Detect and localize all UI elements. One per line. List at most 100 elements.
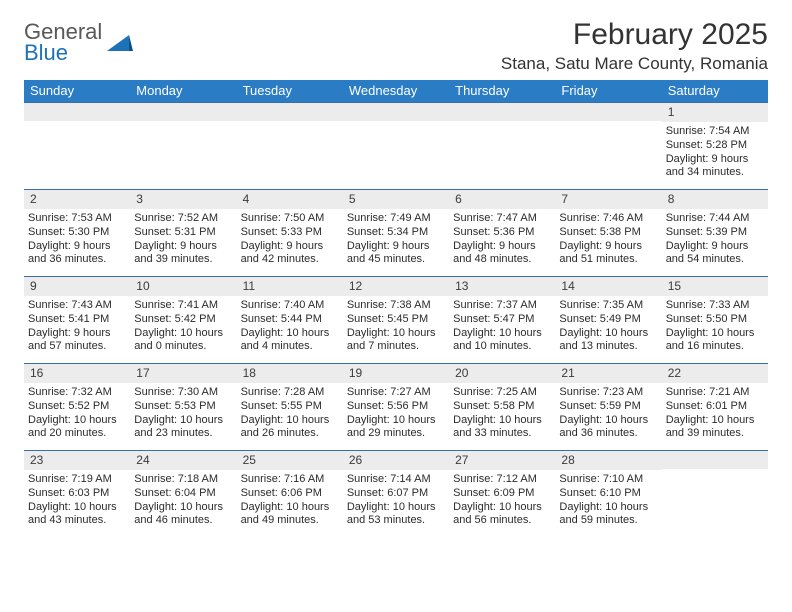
day-cell: 23 Sunrise: 7:19 AMSunset: 6:03 PMDayligh… <box>24 451 130 537</box>
daylight-text: Daylight: 10 hours and 49 minutes. <box>241 501 339 529</box>
daylight-text: Daylight: 10 hours and 56 minutes. <box>453 501 551 529</box>
sunset-text: Sunset: 6:03 PM <box>28 487 126 501</box>
sunrise-text: Sunrise: 7:52 AM <box>134 212 232 226</box>
brand-logo: General Blue <box>24 18 133 64</box>
day-cell: 20Sunrise: 7:25 AMSunset: 5:58 PMDayligh… <box>449 364 555 450</box>
day-number: 23 <box>24 451 130 470</box>
sunset-text: Sunset: 5:50 PM <box>666 313 764 327</box>
sunrise-text: Sunrise: 7:37 AM <box>453 299 551 313</box>
day-cell: 28Sunrise: 7:10 AMSunset: 6:10 PMDayligh… <box>555 451 661 537</box>
day-number: 13 <box>449 277 555 296</box>
sunrise-text: Sunrise: 7:25 AM <box>453 386 551 400</box>
day-cell: 12 Sunrise: 7:38 AMSunset: 5:45 PMDayligh… <box>343 277 449 363</box>
sunset-text: Sunset: 5:38 PM <box>559 226 657 240</box>
day-cell <box>449 103 555 189</box>
sunset-text: Sunset: 5:47 PM <box>453 313 551 327</box>
sunrise-text: Sunrise: 7:35 AM <box>559 299 657 313</box>
sunset-text: Sunset: 5:55 PM <box>241 400 339 414</box>
sunrise-text: Sunrise: 7:23 AM <box>559 386 657 400</box>
sunrise-text: Sunrise: 7:21 AM <box>666 386 764 400</box>
daylight-text: Daylight: 10 hours and 43 minutes. <box>28 501 126 529</box>
daylight-text: Daylight: 9 hours and 45 minutes. <box>347 240 445 268</box>
week-row: 23Sunrise: 7:19 AMSunset: 6:03 PMDayligh… <box>24 450 768 537</box>
day-cell: 14Sunrise: 7:35 AMSunset: 5:49 PMDayligh… <box>555 277 661 363</box>
sunset-text: Sunset: 5:52 PM <box>28 400 126 414</box>
sunrise-text: Sunrise: 7:53 AM <box>28 212 126 226</box>
day-number: 8 <box>662 190 768 209</box>
week-row: 2Sunrise: 7:53 AMSunset: 5:30 PMDaylight… <box>24 189 768 276</box>
day-cell: 7Sunrise: 7:46 AMSunset: 5:38 PMDaylight… <box>555 190 661 276</box>
weeks-container: 1Sunrise: 7:54 AMSunset: 5:28 PMDaylight… <box>24 102 768 537</box>
weekday-tuesday: Tuesday <box>237 80 343 102</box>
daylight-text: Daylight: 10 hours and 53 minutes. <box>347 501 445 529</box>
day-cell: 27Sunrise: 7:12 AMSunset: 6:09 PMDayligh… <box>449 451 555 537</box>
day-number <box>449 103 555 121</box>
day-cell: 16Sunrise: 7:32 AMSunset: 5:52 PMDayligh… <box>24 364 130 450</box>
day-number <box>130 103 236 121</box>
day-cell: 26Sunrise: 7:14 AMSunset: 6:07 PMDayligh… <box>343 451 449 537</box>
sunrise-text: Sunrise: 7:44 AM <box>666 212 764 226</box>
sunrise-text: Sunrise: 7:10 AM <box>559 473 657 487</box>
daylight-text: Daylight: 9 hours and 39 minutes. <box>134 240 232 268</box>
daylight-text: Daylight: 10 hours and 20 minutes. <box>28 414 126 442</box>
day-cell: 8Sunrise: 7:44 AMSunset: 5:39 PMDaylight… <box>662 190 768 276</box>
sunset-text: Sunset: 5:45 PM <box>347 313 445 327</box>
sunset-text: Sunset: 5:42 PM <box>134 313 232 327</box>
sunset-text: Sunset: 5:34 PM <box>347 226 445 240</box>
day-cell <box>24 103 130 189</box>
sunrise-text: Sunrise: 7:16 AM <box>241 473 339 487</box>
sunrise-text: Sunrise: 7:43 AM <box>28 299 126 313</box>
weekday-monday: Monday <box>130 80 236 102</box>
daylight-text: Daylight: 10 hours and 7 minutes. <box>347 327 445 355</box>
day-number: 9 <box>24 277 130 296</box>
sunrise-text: Sunrise: 7:38 AM <box>347 299 445 313</box>
weekday-thursday: Thursday <box>449 80 555 102</box>
sunset-text: Sunset: 6:07 PM <box>347 487 445 501</box>
sunset-text: Sunset: 5:41 PM <box>28 313 126 327</box>
day-number: 10 <box>130 277 236 296</box>
day-cell: 2Sunrise: 7:53 AMSunset: 5:30 PMDaylight… <box>24 190 130 276</box>
daylight-text: Daylight: 9 hours and 57 minutes. <box>28 327 126 355</box>
sunset-text: Sunset: 6:06 PM <box>241 487 339 501</box>
day-number: 3 <box>130 190 236 209</box>
sunrise-text: Sunrise: 7:30 AM <box>134 386 232 400</box>
sunrise-text: Sunrise: 7:49 AM <box>347 212 445 226</box>
daylight-text: Daylight: 10 hours and 10 minutes. <box>453 327 551 355</box>
day-cell <box>130 103 236 189</box>
sunset-text: Sunset: 5:58 PM <box>453 400 551 414</box>
daylight-text: Daylight: 10 hours and 23 minutes. <box>134 414 232 442</box>
daylight-text: Daylight: 10 hours and 16 minutes. <box>666 327 764 355</box>
sunrise-text: Sunrise: 7:27 AM <box>347 386 445 400</box>
daylight-text: Daylight: 10 hours and 0 minutes. <box>134 327 232 355</box>
weekday-header-row: SundayMondayTuesdayWednesdayThursdayFrid… <box>24 80 768 102</box>
month-title: February 2025 <box>501 18 768 52</box>
day-cell <box>343 103 449 189</box>
weekday-wednesday: Wednesday <box>343 80 449 102</box>
daylight-text: Daylight: 9 hours and 51 minutes. <box>559 240 657 268</box>
week-row: 9Sunrise: 7:43 AMSunset: 5:41 PMDaylight… <box>24 276 768 363</box>
sunrise-text: Sunrise: 7:19 AM <box>28 473 126 487</box>
daylight-text: Daylight: 10 hours and 26 minutes. <box>241 414 339 442</box>
day-cell: 15Sunrise: 7:33 AMSunset: 5:50 PMDayligh… <box>662 277 768 363</box>
day-cell: 10 Sunrise: 7:41 AMSunset: 5:42 PMDayligh… <box>130 277 236 363</box>
day-number: 26 <box>343 451 449 470</box>
day-number: 2 <box>24 190 130 209</box>
day-number: 15 <box>662 277 768 296</box>
daylight-text: Daylight: 10 hours and 29 minutes. <box>347 414 445 442</box>
week-row: 1Sunrise: 7:54 AMSunset: 5:28 PMDaylight… <box>24 102 768 189</box>
sunset-text: Sunset: 6:10 PM <box>559 487 657 501</box>
weekday-saturday: Saturday <box>662 80 768 102</box>
daylight-text: Daylight: 9 hours and 42 minutes. <box>241 240 339 268</box>
day-number: 6 <box>449 190 555 209</box>
day-cell: 11Sunrise: 7:40 AMSunset: 5:44 PMDayligh… <box>237 277 343 363</box>
sunrise-text: Sunrise: 7:41 AM <box>134 299 232 313</box>
location-label: Stana, Satu Mare County, Romania <box>501 54 768 74</box>
day-number: 12 <box>343 277 449 296</box>
day-cell: 1Sunrise: 7:54 AMSunset: 5:28 PMDaylight… <box>662 103 768 189</box>
sunset-text: Sunset: 5:39 PM <box>666 226 764 240</box>
daylight-text: Daylight: 9 hours and 34 minutes. <box>666 153 764 181</box>
sunset-text: Sunset: 6:01 PM <box>666 400 764 414</box>
day-cell: 19Sunrise: 7:27 AMSunset: 5:56 PMDayligh… <box>343 364 449 450</box>
day-number: 25 <box>237 451 343 470</box>
sunset-text: Sunset: 5:36 PM <box>453 226 551 240</box>
